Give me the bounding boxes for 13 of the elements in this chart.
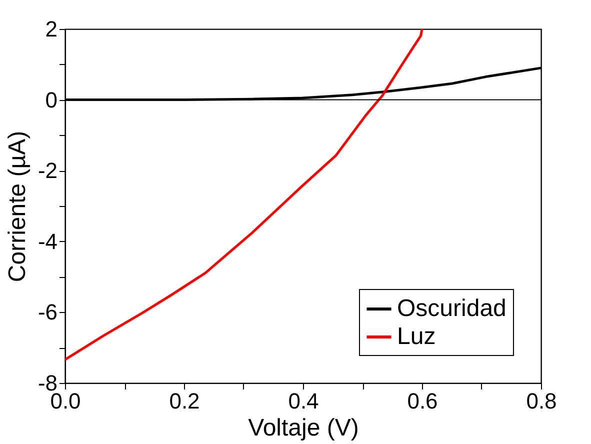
y-tick-label: 2: [45, 16, 58, 42]
y-tick-label: -4: [38, 228, 58, 254]
x-axis-title: Voltaje (V): [248, 414, 359, 442]
y-tick-label: -6: [38, 300, 58, 325]
legend-label: Luz: [397, 323, 436, 350]
x-tick-label: 0.8: [526, 388, 557, 414]
y-tick-label: -2: [38, 158, 58, 184]
x-tick-label: 0.2: [169, 388, 200, 414]
y-axis-title: Corriente (µA): [4, 130, 31, 282]
y-tick-label: 0: [45, 87, 58, 112]
x-tick-label: 0.4: [288, 388, 319, 414]
x-tick-label: 0.6: [407, 388, 438, 414]
legend-label: Oscuridad: [397, 295, 506, 322]
